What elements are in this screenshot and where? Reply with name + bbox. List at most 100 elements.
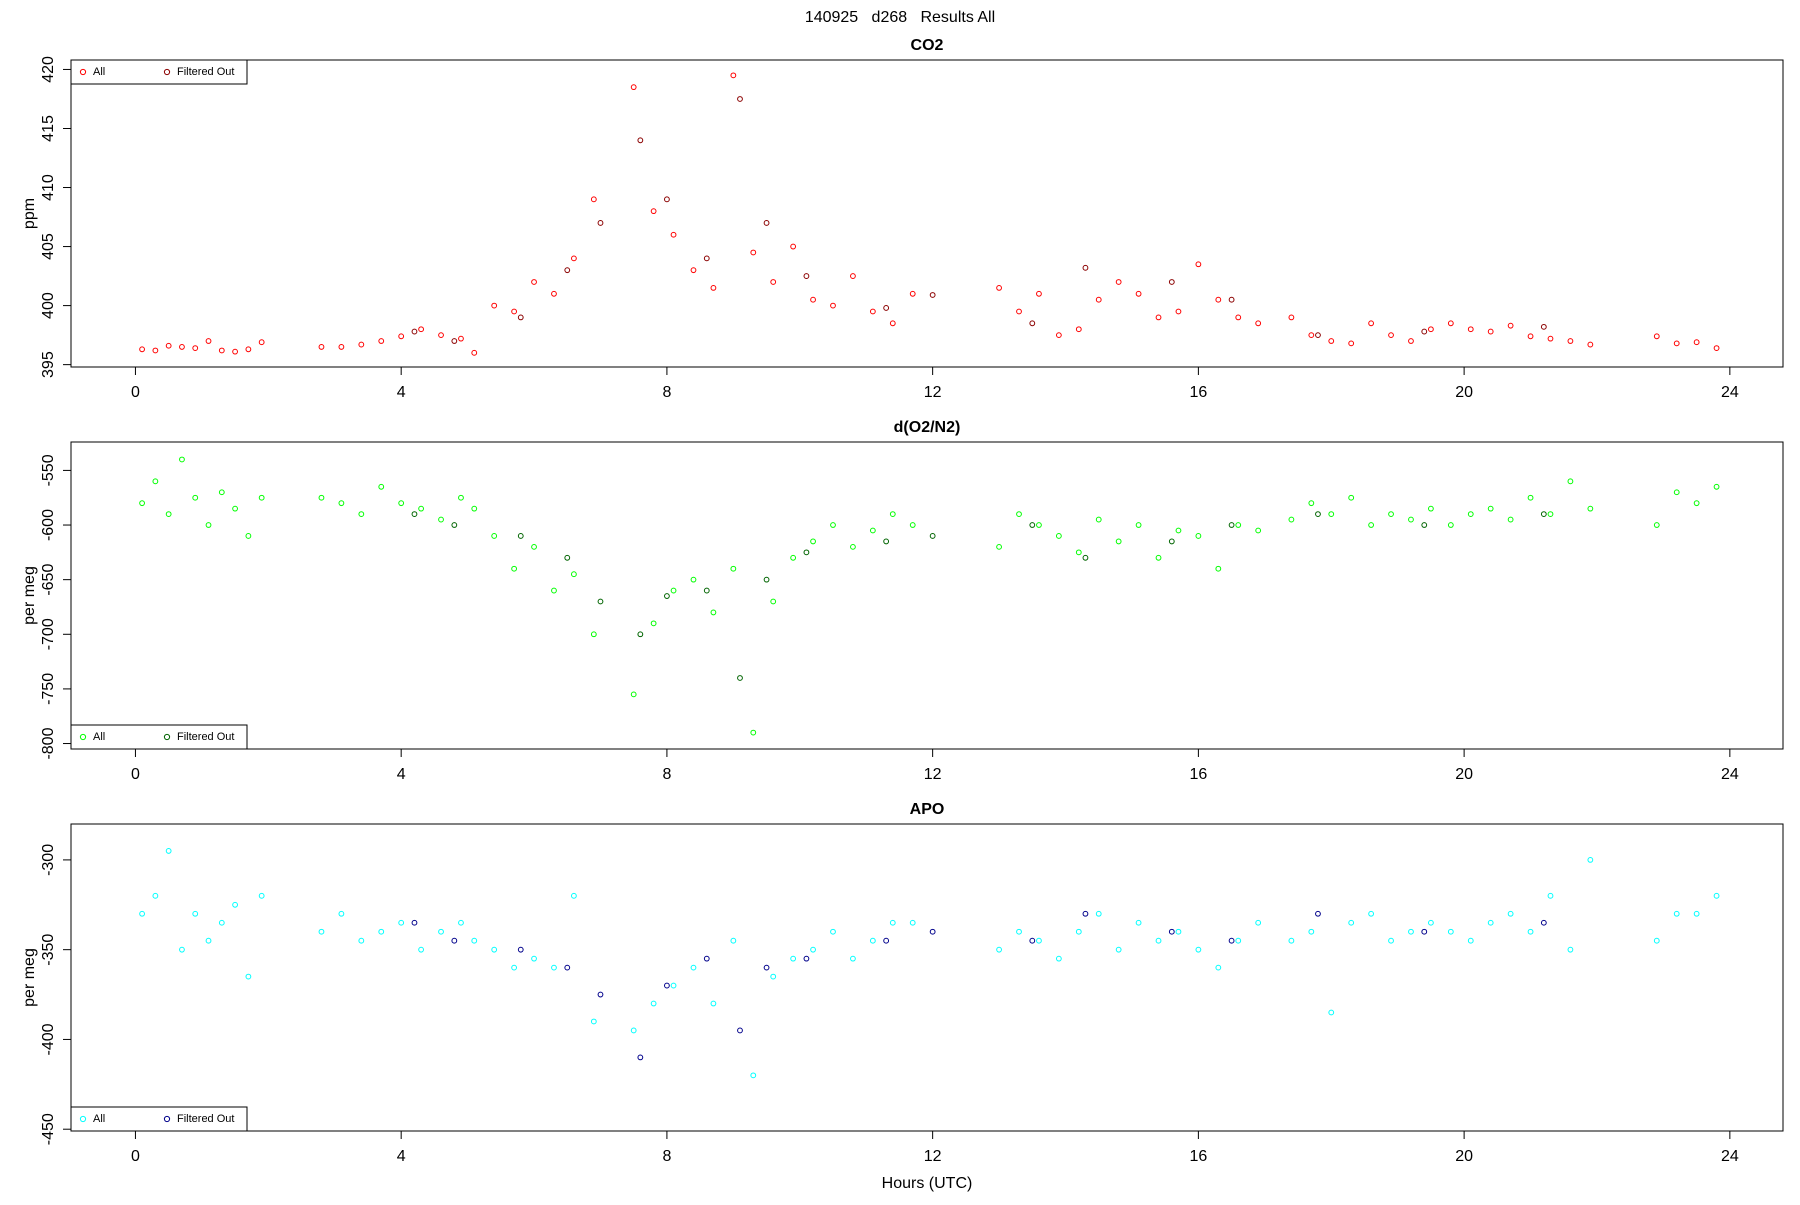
data-point xyxy=(1428,505,1434,512)
data-point xyxy=(1016,928,1022,935)
data-point xyxy=(1095,516,1102,523)
x-tick-label: 20 xyxy=(1455,1148,1473,1165)
data-point xyxy=(1029,320,1036,327)
data-point xyxy=(737,675,743,681)
data-point xyxy=(1713,345,1720,352)
data-point xyxy=(1195,261,1202,268)
data-point xyxy=(139,910,145,917)
data-point xyxy=(710,609,717,616)
data-point xyxy=(1016,308,1022,315)
data-point xyxy=(1036,937,1042,944)
data-point xyxy=(139,346,145,353)
data-point xyxy=(205,522,212,528)
data-point xyxy=(1567,478,1574,485)
legend-label: All xyxy=(93,1113,105,1125)
data-point xyxy=(1487,505,1494,512)
data-point xyxy=(650,620,657,627)
legend-box xyxy=(70,1106,248,1132)
data-point xyxy=(770,973,777,980)
data-point xyxy=(218,489,225,496)
data-point xyxy=(1408,338,1414,344)
data-point xyxy=(1447,522,1454,528)
data-point xyxy=(358,341,365,348)
data-point xyxy=(1228,296,1235,303)
data-point xyxy=(1115,946,1122,953)
x-axis-label: Hours (UTC) xyxy=(882,1175,973,1192)
x-tick-label: 12 xyxy=(924,1148,942,1165)
x-tick-label: 0 xyxy=(131,1148,140,1165)
y-tick-label: -350 xyxy=(40,934,57,966)
data-point xyxy=(1547,335,1554,342)
data-point xyxy=(1115,279,1122,285)
data-point xyxy=(1527,333,1534,340)
data-point xyxy=(1315,511,1321,518)
data-point xyxy=(418,505,425,512)
data-point xyxy=(1447,320,1454,327)
data-point xyxy=(597,991,604,998)
data-point xyxy=(1215,565,1222,572)
data-point xyxy=(571,892,577,899)
data-point xyxy=(1547,511,1554,518)
data-point xyxy=(1255,527,1262,534)
data-point xyxy=(517,314,524,321)
data-point xyxy=(451,522,458,528)
data-point xyxy=(1487,328,1494,335)
data-point xyxy=(491,533,498,539)
data-point xyxy=(205,937,212,944)
data-point xyxy=(1653,522,1660,528)
y-tick-label: 405 xyxy=(40,233,57,260)
data-point xyxy=(1029,522,1036,528)
data-point xyxy=(1082,554,1089,561)
data-point xyxy=(245,346,252,353)
data-point xyxy=(1527,928,1534,935)
data-point xyxy=(564,267,571,274)
data-point xyxy=(192,494,199,501)
data-point xyxy=(471,505,478,512)
data-point xyxy=(869,308,876,315)
x-tick-label: 16 xyxy=(1189,384,1207,401)
data-point xyxy=(1288,937,1295,944)
data-point xyxy=(1055,533,1062,539)
x-tick-label: 20 xyxy=(1455,766,1473,783)
x-tick-label: 4 xyxy=(397,1148,406,1165)
data-point xyxy=(1653,937,1660,944)
legend-label: Filtered Out xyxy=(177,1113,234,1125)
data-point xyxy=(338,910,345,917)
data-point xyxy=(1308,928,1315,935)
data-point xyxy=(165,848,172,854)
data-point xyxy=(258,494,265,501)
data-point xyxy=(245,533,252,539)
data-point xyxy=(630,1027,637,1034)
data-point xyxy=(218,347,225,354)
x-tick-label: 24 xyxy=(1721,384,1739,401)
data-point xyxy=(909,290,916,297)
data-point xyxy=(1693,500,1700,507)
legend-marker xyxy=(163,1115,171,1123)
data-point xyxy=(1507,910,1514,917)
data-point xyxy=(737,96,743,102)
data-point xyxy=(179,344,185,350)
data-point xyxy=(996,284,1002,291)
data-point xyxy=(205,338,212,344)
data-point xyxy=(710,284,717,291)
data-point xyxy=(1368,910,1375,917)
data-point xyxy=(1467,511,1474,518)
data-point xyxy=(1348,494,1355,501)
data-point xyxy=(232,348,238,355)
y-tick-label: 415 xyxy=(40,115,57,142)
data-point xyxy=(1408,516,1414,523)
data-point xyxy=(1673,340,1680,347)
data-point xyxy=(1195,533,1202,539)
page-title: 140925 d268 Results All xyxy=(805,9,995,26)
data-point xyxy=(909,919,916,926)
data-point xyxy=(1195,946,1202,953)
data-point xyxy=(551,587,557,594)
legend-marker xyxy=(79,733,87,741)
data-point xyxy=(411,511,418,518)
y-tick-label: 410 xyxy=(40,174,57,201)
data-point xyxy=(1255,919,1262,926)
y-tick-label: 420 xyxy=(40,56,57,83)
data-point xyxy=(650,208,657,215)
data-point xyxy=(1421,522,1428,528)
y-tick-label: 400 xyxy=(40,292,57,319)
